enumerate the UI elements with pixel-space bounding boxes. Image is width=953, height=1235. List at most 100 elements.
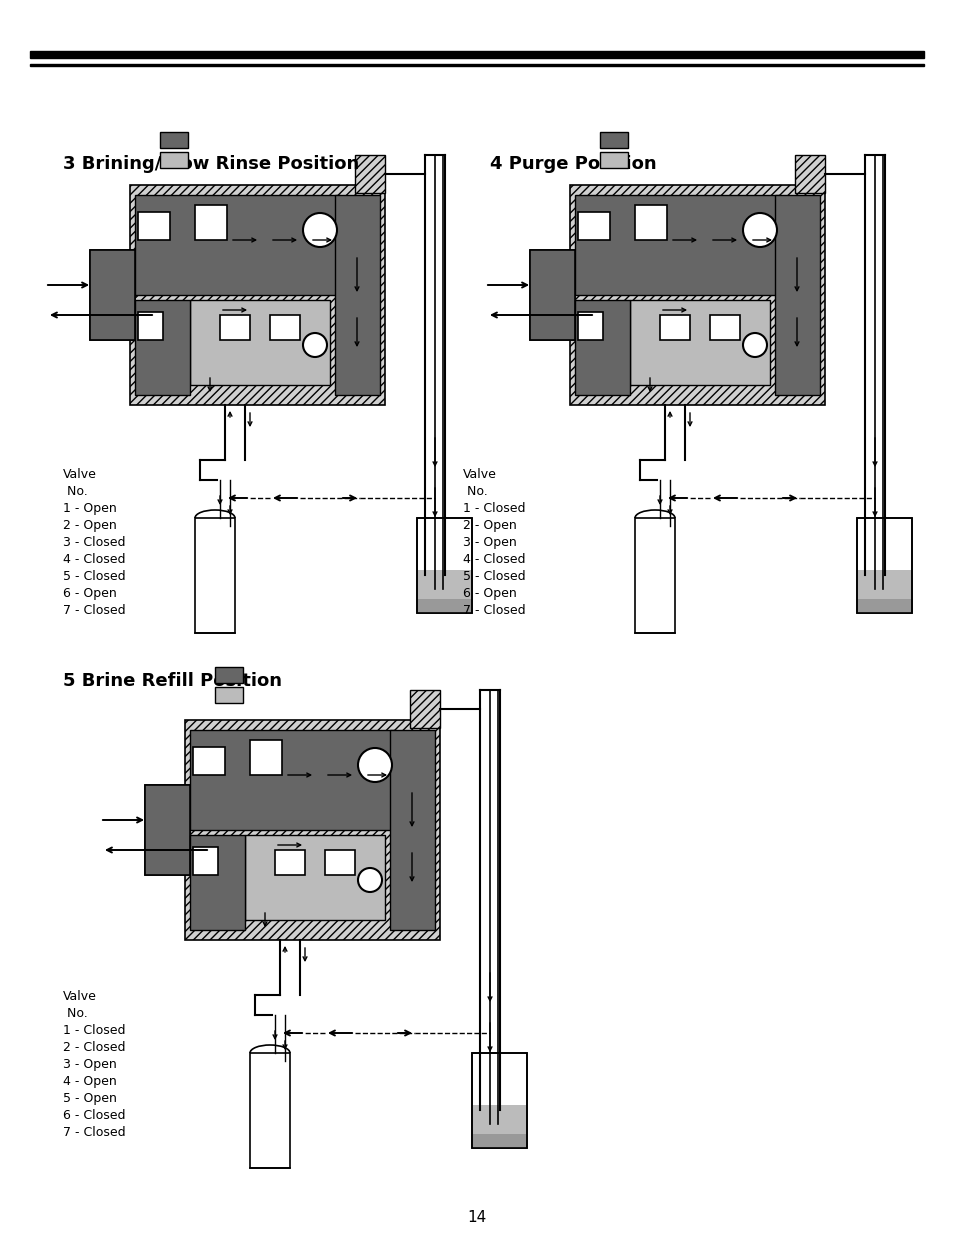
Bar <box>270 315 299 340</box>
Text: 7 - Closed: 7 - Closed <box>63 604 126 618</box>
Bar <box>138 212 170 240</box>
Text: 2 - Closed: 2 - Closed <box>63 1041 126 1053</box>
Bar <box>335 195 379 395</box>
Bar <box>417 571 471 613</box>
Text: 6 - Open: 6 - Open <box>63 587 116 600</box>
Bar <box>145 785 190 876</box>
Bar <box>659 315 689 340</box>
Bar <box>160 152 188 168</box>
Circle shape <box>357 868 381 892</box>
Circle shape <box>303 333 327 357</box>
Bar <box>325 850 355 876</box>
Bar <box>274 850 305 876</box>
Bar <box>794 156 824 193</box>
Text: 4 - Closed: 4 - Closed <box>462 553 525 566</box>
Bar <box>472 1053 526 1149</box>
Text: 6 - Closed: 6 - Closed <box>63 1109 126 1123</box>
Bar <box>856 517 911 613</box>
Text: 1 - Open: 1 - Open <box>63 501 116 515</box>
Bar <box>193 847 218 876</box>
Bar <box>190 300 330 385</box>
Bar <box>145 785 190 876</box>
Text: No.: No. <box>462 485 487 498</box>
Bar <box>160 132 188 148</box>
Bar <box>709 315 740 340</box>
Bar <box>145 785 190 876</box>
Bar <box>130 185 385 405</box>
Bar <box>416 517 472 613</box>
Bar <box>250 1053 290 1168</box>
Bar <box>599 132 627 148</box>
Bar <box>390 730 435 930</box>
Text: No.: No. <box>63 1007 88 1020</box>
Bar <box>635 517 675 634</box>
Bar <box>194 205 227 240</box>
Bar <box>185 720 439 940</box>
Bar <box>90 249 135 340</box>
Bar <box>190 730 395 830</box>
Bar <box>135 195 339 295</box>
Bar <box>472 1053 526 1149</box>
Bar <box>416 517 472 613</box>
Bar <box>417 599 471 613</box>
Text: 5 - Open: 5 - Open <box>63 1092 117 1105</box>
Bar <box>250 740 282 776</box>
Text: 7 - Closed: 7 - Closed <box>462 604 525 618</box>
Bar <box>90 249 135 340</box>
Bar <box>575 195 780 295</box>
Text: 14: 14 <box>467 1210 486 1225</box>
Text: Valve: Valve <box>63 468 97 480</box>
Bar <box>578 312 602 340</box>
Text: 1 - Closed: 1 - Closed <box>63 1024 126 1037</box>
Text: 7 - Closed: 7 - Closed <box>63 1126 126 1139</box>
Text: 4 - Open: 4 - Open <box>63 1074 116 1088</box>
Bar <box>530 249 575 340</box>
Bar <box>578 212 609 240</box>
Bar <box>410 690 439 727</box>
Bar <box>629 300 769 385</box>
Bar <box>90 249 135 340</box>
Text: 2 - Open: 2 - Open <box>462 519 517 532</box>
Bar <box>214 687 243 703</box>
Bar <box>569 185 824 405</box>
Text: 4 - Closed: 4 - Closed <box>63 553 126 566</box>
Bar <box>355 156 385 193</box>
Bar <box>635 205 666 240</box>
Circle shape <box>303 212 336 247</box>
Text: 3 Brining/Slow Rinse Position: 3 Brining/Slow Rinse Position <box>63 156 359 173</box>
Bar <box>530 249 575 340</box>
Text: No.: No. <box>63 485 88 498</box>
Bar <box>30 51 923 58</box>
Text: 2 - Open: 2 - Open <box>63 519 116 532</box>
Bar <box>530 249 575 340</box>
Bar <box>575 300 629 395</box>
Text: Valve: Valve <box>462 468 497 480</box>
Bar <box>857 571 910 613</box>
Text: 4 Purge Position: 4 Purge Position <box>490 156 656 173</box>
Bar <box>194 517 234 634</box>
Circle shape <box>357 748 392 782</box>
Text: 1 - Closed: 1 - Closed <box>462 501 525 515</box>
Text: 3 - Open: 3 - Open <box>462 536 517 550</box>
Text: Valve: Valve <box>63 990 97 1003</box>
Bar <box>30 64 923 65</box>
Bar <box>774 195 820 395</box>
Bar <box>856 517 911 613</box>
Bar <box>245 835 385 920</box>
Bar <box>138 312 163 340</box>
Text: 3 - Closed: 3 - Closed <box>63 536 126 550</box>
Bar <box>135 300 190 395</box>
Text: 5 - Closed: 5 - Closed <box>462 571 525 583</box>
Bar <box>599 152 627 168</box>
Bar <box>220 315 250 340</box>
Text: 5 Brine Refill Position: 5 Brine Refill Position <box>63 672 282 690</box>
Bar <box>473 1134 525 1149</box>
Circle shape <box>742 212 776 247</box>
Text: 5 - Closed: 5 - Closed <box>63 571 126 583</box>
Bar <box>473 1105 525 1149</box>
Text: 6 - Open: 6 - Open <box>462 587 517 600</box>
Bar <box>214 667 243 683</box>
Text: 3 - Open: 3 - Open <box>63 1058 116 1071</box>
Circle shape <box>742 333 766 357</box>
Bar <box>190 835 245 930</box>
